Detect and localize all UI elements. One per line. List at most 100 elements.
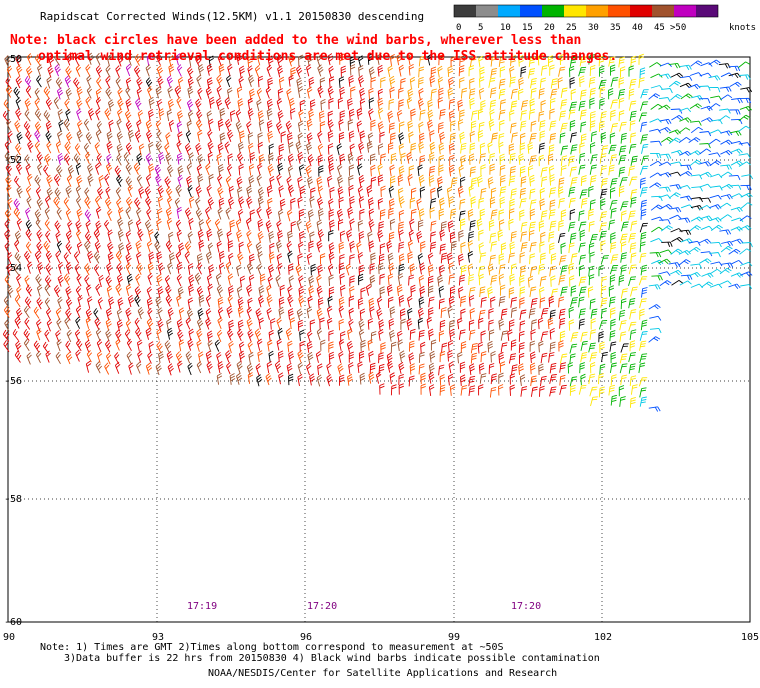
- wind-barb: [73, 77, 80, 90]
- wind-barb: [104, 173, 110, 186]
- wind-barb: [338, 241, 345, 254]
- wind-barb: [16, 64, 23, 77]
- wind-barb: [4, 140, 10, 153]
- wind-barb: [227, 153, 233, 166]
- wind-barb: [57, 261, 64, 275]
- wind-barb: [670, 72, 684, 78]
- legend-tick: 15: [522, 23, 533, 33]
- wind-barb: [580, 133, 587, 145]
- wind-barb: [740, 284, 752, 290]
- wind-barb: [348, 351, 354, 363]
- wind-barb: [176, 294, 182, 307]
- wind-barb: [235, 218, 242, 232]
- wind-barb: [46, 187, 53, 200]
- wind-barb: [680, 195, 693, 201]
- wind-barb: [398, 165, 405, 178]
- wind-barb: [328, 251, 335, 264]
- wind-barb: [418, 329, 425, 341]
- wind-barb: [570, 177, 578, 188]
- wind-barb: [133, 162, 141, 175]
- wind-barb: [316, 374, 323, 387]
- wind-barb: [236, 286, 243, 299]
- wind-barb: [65, 297, 73, 310]
- wind-barb: [266, 294, 273, 307]
- wind-barb: [620, 201, 629, 211]
- wind-barb: [76, 108, 82, 121]
- wind-barb: [560, 155, 568, 166]
- wind-barb: [588, 54, 596, 65]
- wind-barb: [377, 174, 384, 186]
- wind-barb: [207, 140, 214, 153]
- wind-barb: [720, 94, 733, 101]
- wind-barb: [195, 119, 203, 132]
- wind-barb: [418, 121, 424, 134]
- wind-barb: [438, 142, 445, 155]
- legend-swatch: [564, 5, 586, 17]
- wind-barb: [721, 240, 734, 247]
- footer-line-1: Note: 1) Times are GMT 2)Times along bot…: [40, 642, 504, 653]
- wind-barb: [125, 98, 132, 111]
- wind-barb: [629, 176, 638, 186]
- wind-barb: [440, 252, 448, 264]
- wind-barb: [639, 241, 646, 253]
- wind-barb: [418, 55, 426, 67]
- wind-barb: [620, 298, 627, 310]
- wind-barb: [408, 375, 415, 387]
- wind-barb: [560, 165, 567, 177]
- wind-barb: [360, 287, 366, 299]
- wind-barb: [718, 63, 731, 69]
- wind-barb: [308, 275, 315, 288]
- wind-barb: [115, 283, 122, 296]
- wind-barb: [126, 273, 133, 286]
- wind-barb: [317, 264, 324, 277]
- wind-barb: [477, 341, 484, 354]
- wind-barb: [327, 154, 334, 167]
- wind-barb: [316, 54, 322, 67]
- wind-barb: [509, 241, 515, 254]
- wind-barb: [388, 231, 395, 243]
- wind-barb: [407, 251, 413, 264]
- wind-barb: [407, 308, 413, 320]
- wind-barb: [45, 230, 51, 243]
- wind-barb: [427, 53, 433, 66]
- wind-barb: [508, 286, 515, 299]
- wind-barb: [74, 263, 80, 276]
- wind-barb: [619, 320, 627, 331]
- wind-barb: [75, 162, 82, 175]
- wind-barb: [357, 186, 364, 199]
- wind-barb: [85, 220, 91, 233]
- wind-barb: [4, 219, 11, 232]
- wind-barb: [630, 286, 638, 297]
- wind-barb: [560, 242, 566, 254]
- wind-barb: [449, 231, 456, 243]
- wind-barb: [55, 231, 61, 244]
- wind-barb: [529, 188, 536, 200]
- wind-barb: [569, 343, 578, 354]
- wind-barb: [578, 100, 586, 112]
- wind-barb: [509, 208, 515, 220]
- wind-barb: [257, 187, 264, 200]
- wind-barb: [448, 262, 455, 274]
- wind-barb: [699, 183, 712, 189]
- wind-barb: [56, 339, 62, 352]
- wind-barb: [569, 208, 576, 221]
- wind-barb: [35, 274, 42, 287]
- wind-barb: [739, 225, 752, 231]
- wind-barb: [549, 199, 556, 211]
- wind-barb: [728, 174, 741, 181]
- wind-barb: [469, 130, 475, 143]
- wind-barb: [107, 208, 113, 221]
- wind-barb: [158, 351, 164, 363]
- wind-barb: [195, 142, 202, 156]
- wind-barb: [296, 65, 303, 78]
- wind-barb: [36, 197, 43, 210]
- wind-barb: [155, 86, 162, 99]
- wind-barb: [397, 187, 404, 200]
- wind-barb: [399, 121, 405, 133]
- wind-barb: [398, 263, 405, 275]
- wind-barb: [95, 361, 103, 374]
- wind-barb: [628, 100, 637, 111]
- wind-barb: [560, 145, 569, 156]
- wind-barb: [267, 163, 274, 177]
- wind-barb: [288, 54, 295, 67]
